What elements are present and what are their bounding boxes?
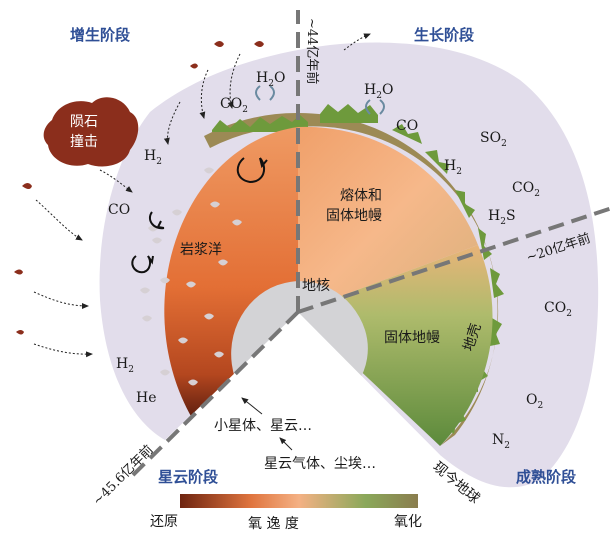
gas-h2o-right: H2O — [364, 82, 393, 101]
convection-swirls — [131, 157, 268, 274]
gas-h2o-left: H2O — [256, 70, 285, 89]
gas-h2-right: H2 — [444, 158, 462, 177]
stage-accretion: 增生阶段 — [70, 26, 130, 44]
gas-he: He — [136, 390, 157, 406]
gas-h2-left: H2 — [144, 148, 162, 167]
legend-oxidized: 氧化 — [394, 514, 422, 530]
fugacity-colorbar — [180, 494, 418, 508]
meteorite-label-2: 撞击 — [70, 134, 98, 150]
gas-co-right: CO — [396, 118, 418, 134]
meteor-fragments — [14, 41, 264, 335]
gas-n2: N2 — [492, 432, 510, 451]
gas-o2: O2 — [526, 392, 543, 411]
gas-so2: SO2 — [480, 130, 507, 149]
gas-co2-left: CO2 — [220, 96, 248, 115]
gas-co-left: CO — [108, 202, 130, 218]
core-label: 地核 — [302, 278, 330, 294]
magma-ocean-label: 岩浆洋 — [180, 242, 222, 258]
legend-reduced: 还原 — [150, 514, 178, 530]
stage-growth: 生长阶段 — [414, 26, 474, 44]
meteorite — [43, 97, 139, 167]
stage-nebula: 星云阶段 — [158, 468, 218, 486]
stage-mature: 成熟阶段 — [516, 468, 576, 486]
planetesimals-label: 小星体、星云… — [214, 418, 312, 434]
melt-mantle-label-2: 固体地幔 — [326, 208, 382, 224]
core — [231, 281, 368, 385]
solid-mantle-label: 固体地幔 — [384, 330, 440, 346]
time-44: ~44亿年前 — [304, 18, 320, 84]
meteorite-label-1: 陨石 — [70, 114, 98, 130]
gas-h2-low: H2 — [116, 356, 134, 375]
degassing-curls — [255, 85, 385, 115]
melt-mantle — [298, 126, 478, 312]
time-456: ~45.6亿年前 — [90, 442, 157, 509]
droplets — [140, 167, 242, 386]
legend-title: 氧 逸 度 — [248, 516, 299, 532]
gas-co2-far: CO2 — [544, 300, 572, 319]
formation-arrows — [241, 397, 293, 451]
nebula-gas-label: 星云气体、尘埃… — [264, 456, 376, 472]
gas-h2s: H2S — [488, 208, 516, 227]
accretion-arrows — [33, 33, 371, 358]
time-boundaries — [128, 10, 613, 480]
gas-co2-right: CO2 — [512, 180, 540, 199]
missing-wedge — [150, 312, 440, 455]
melt-mantle-label-1: 熔体和 — [340, 188, 382, 204]
